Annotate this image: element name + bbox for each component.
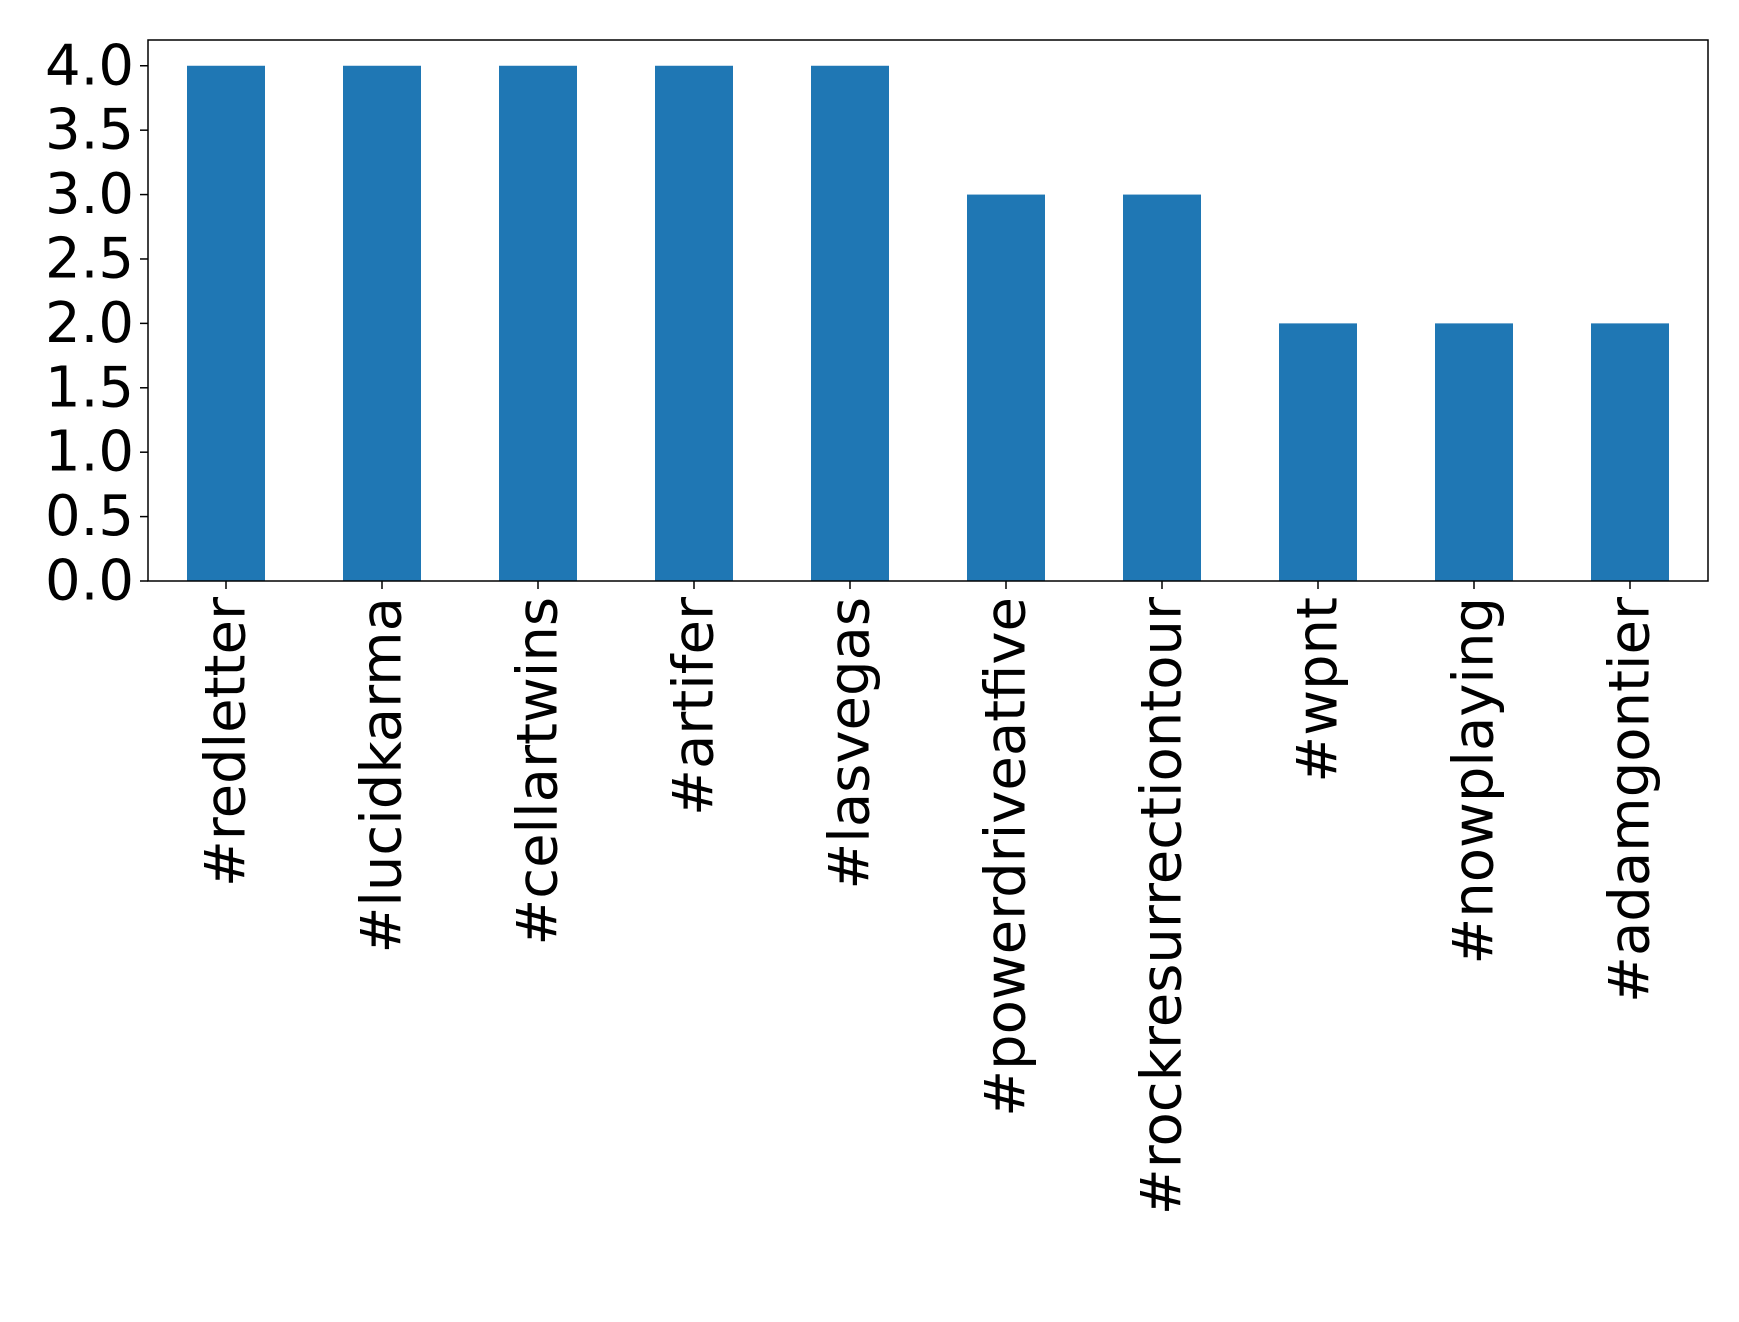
plot-frame [147,39,1709,582]
bar [187,65,265,581]
bar [499,65,577,581]
bar [655,65,733,581]
y-tick-label: 1.5 [45,355,134,420]
x-tick-label: #artifer [662,596,727,816]
y-tick-label: 2.0 [45,291,134,356]
x-tick-label: #lasvegas [818,597,883,890]
x-tick-label: #powerdriveatfive [974,597,1039,1117]
bar [343,65,421,581]
y-tick-label: 1.0 [45,420,134,485]
x-tick-label: #nowplaying [1442,597,1507,965]
bar [1279,323,1357,581]
x-tick-label: #lucidkarma [350,597,415,954]
x-tick-label: #redletter [194,596,259,887]
y-tick-label: 0.0 [45,549,134,614]
bar [1435,323,1513,581]
x-tick-label: #cellartwins [506,597,571,946]
bar [967,194,1045,582]
y-tick-label: 2.5 [45,226,134,291]
x-tick-label: #rockresurrectiontour [1130,596,1195,1215]
y-tick-label: 4.0 [45,33,134,98]
y-tick-label: 3.0 [45,162,134,227]
x-tick-label: #adamgontier [1598,596,1663,1003]
bar [1123,194,1201,582]
x-tick-label: #wpnt [1286,597,1351,783]
y-tick-label: 3.5 [45,98,134,163]
bar [1591,323,1669,581]
y-tick-label: 0.5 [45,484,134,549]
bar [811,65,889,581]
